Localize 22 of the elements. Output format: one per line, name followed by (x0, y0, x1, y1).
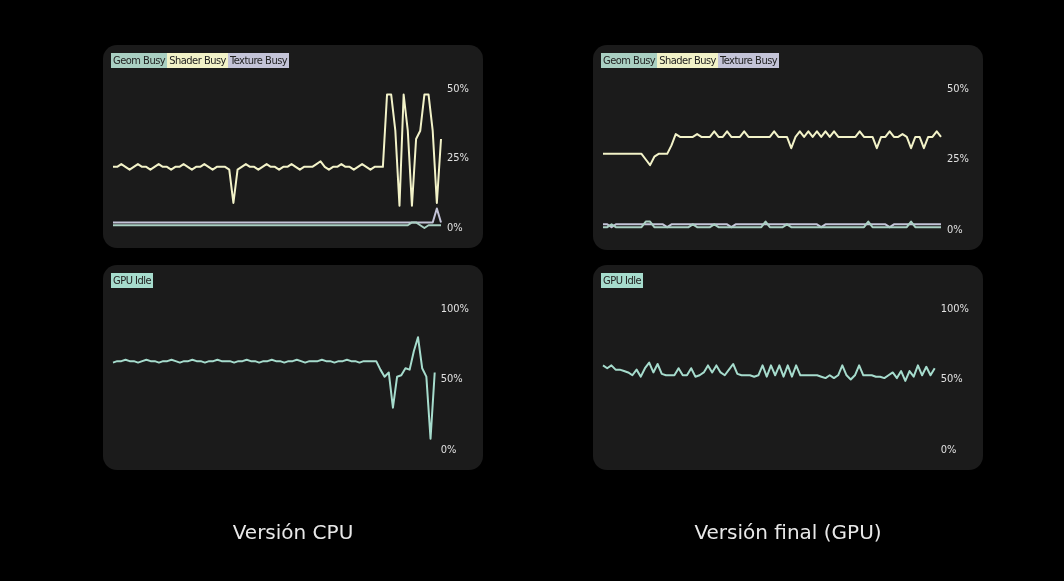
y-tick-label: 100% (940, 301, 970, 315)
text: Versión final (GPU) (693, 520, 883, 544)
text: Geom Busy (111, 53, 168, 68)
y-tick-label: 0% (440, 442, 457, 456)
text: GPU Idle (111, 273, 154, 288)
text: Texture Busy (227, 53, 290, 68)
y-tick-label: 0% (447, 220, 463, 234)
text: Geom Busy (601, 53, 658, 68)
y-tick-label: 25% (947, 152, 970, 166)
y-tick-label: 50% (940, 372, 963, 386)
y-tick-label: 25% (447, 151, 470, 165)
text: Shader Busy (657, 53, 718, 68)
text: Texture Busy (717, 53, 780, 68)
text: Versión CPU (231, 520, 355, 544)
y-tick-label: 0% (947, 222, 963, 236)
text: Shader Busy (167, 53, 228, 68)
y-tick-label: 50% (440, 372, 463, 386)
y-tick-label: 100% (440, 301, 470, 315)
y-tick-label: 50% (447, 81, 470, 95)
text: GPU Idle (601, 273, 644, 288)
y-tick-label: 0% (940, 442, 957, 456)
y-tick-label: 50% (947, 81, 970, 95)
